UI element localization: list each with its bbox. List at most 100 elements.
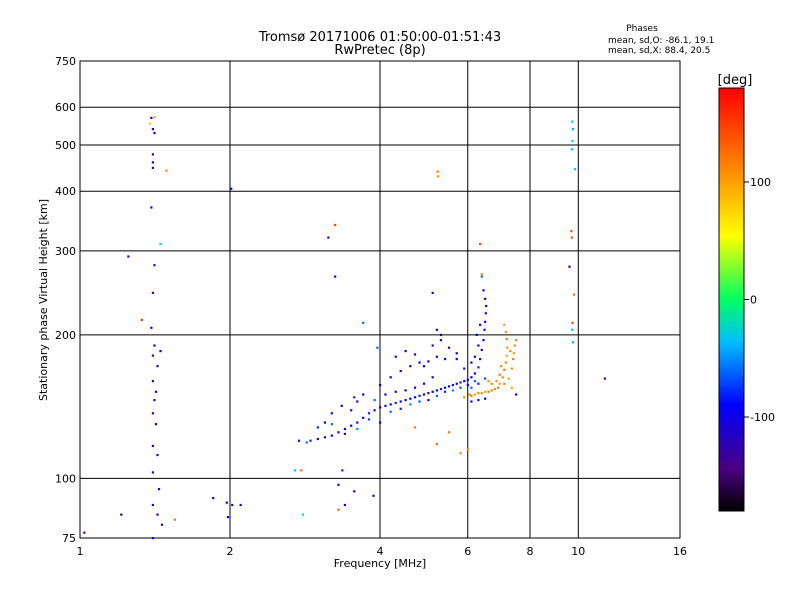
echo-point	[475, 333, 478, 337]
echo-point	[316, 426, 319, 429]
echo-point	[479, 243, 482, 246]
echo-point	[413, 353, 417, 356]
echo-point	[504, 361, 507, 364]
y-tick-label: 750	[55, 55, 76, 68]
info-line-x: mean, sd,X: 88.4, 20.5	[608, 46, 710, 56]
echo-point	[300, 469, 303, 472]
echo-point	[413, 426, 417, 429]
echo-point	[443, 386, 447, 389]
echo-point	[156, 453, 159, 457]
echo-point	[343, 432, 347, 436]
echo-point	[353, 396, 356, 399]
echo-point	[154, 390, 158, 393]
echo-point	[159, 243, 162, 246]
echo-point	[341, 469, 344, 472]
tick-label-layer: 1 2 4 6 8 10 16 75 100 200 300 400 500 600 750	[55, 55, 687, 558]
echo-point	[330, 423, 333, 426]
echo-point	[367, 418, 371, 421]
echo-point	[473, 372, 477, 375]
colorbar-label: [deg]	[718, 73, 753, 88]
echo-point	[490, 382, 493, 385]
echo-point	[404, 389, 407, 392]
echo-point	[350, 424, 353, 427]
y-axis-label: Stationary phase Virtual Height [km]	[37, 199, 50, 401]
echo-point	[389, 403, 392, 406]
echo-point	[480, 273, 483, 276]
info-line-o: mean, sd,O: -86.1, 19.1	[608, 36, 714, 46]
echo-point	[404, 399, 407, 402]
echo-point	[572, 341, 575, 344]
echo-point	[515, 339, 518, 342]
echo-point	[439, 333, 443, 337]
echo-point	[413, 386, 417, 389]
echo-point	[148, 122, 151, 125]
echo-point	[427, 392, 430, 395]
echo-point	[399, 369, 402, 373]
echo-point	[399, 400, 402, 403]
echo-point	[150, 116, 153, 120]
echo-point	[479, 323, 482, 326]
echo-point	[151, 444, 155, 448]
y-tick-label: 300	[55, 245, 76, 258]
echo-point	[487, 380, 490, 383]
echo-point	[470, 376, 473, 379]
echo-point	[356, 400, 359, 403]
echo-point	[435, 443, 438, 446]
echo-point	[239, 503, 242, 507]
echo-point	[498, 382, 501, 385]
echo-point	[515, 393, 518, 396]
echo-point	[510, 367, 513, 370]
echo-point	[437, 175, 440, 178]
echo-point	[470, 400, 473, 403]
echo-point	[455, 352, 458, 355]
echo-point	[394, 401, 397, 405]
echo-point	[418, 400, 421, 403]
echo-point	[150, 326, 153, 329]
echo-point	[513, 344, 516, 347]
echo-point	[431, 291, 434, 294]
echo-point	[431, 390, 434, 393]
echo-point	[503, 382, 506, 385]
echo-point	[477, 382, 480, 385]
colorbar-tick-label: 100	[750, 176, 771, 189]
echo-point	[353, 490, 356, 493]
echo-point	[153, 131, 156, 135]
echo-point	[422, 393, 426, 396]
echo-point	[427, 399, 430, 402]
echo-point	[301, 513, 305, 516]
echo-point	[340, 404, 343, 407]
y-tick-label: 500	[55, 139, 76, 152]
echo-point	[154, 423, 158, 426]
echo-point	[459, 381, 462, 384]
echo-point	[225, 501, 228, 504]
echo-point	[356, 427, 359, 431]
echo-point	[367, 412, 371, 415]
y-tick-label: 400	[55, 185, 76, 198]
echo-point	[505, 354, 508, 357]
y-tick-label: 600	[55, 101, 76, 114]
echo-point	[409, 365, 412, 368]
colorbar-tick-label: -100	[750, 411, 775, 424]
echo-point	[330, 412, 333, 415]
echo-point	[394, 390, 397, 393]
echo-point	[316, 437, 319, 441]
echo-point	[574, 168, 577, 171]
echo-point	[505, 337, 508, 341]
echo-point	[379, 421, 382, 424]
echo-point	[150, 206, 153, 209]
echo-point	[156, 365, 159, 368]
echo-point	[362, 321, 365, 324]
echo-point	[507, 377, 510, 380]
echo-point	[484, 377, 487, 380]
echo-point	[151, 161, 155, 164]
echo-point	[482, 289, 485, 292]
echo-point	[459, 386, 462, 389]
echo-point	[479, 357, 482, 361]
echo-point	[384, 393, 387, 396]
echo-point	[451, 383, 455, 387]
echo-point	[297, 439, 301, 442]
echo-point	[435, 355, 438, 358]
echo-point	[153, 344, 156, 347]
echo-point	[504, 330, 507, 333]
colorbar-ticks: 100 0 -100	[744, 176, 775, 424]
